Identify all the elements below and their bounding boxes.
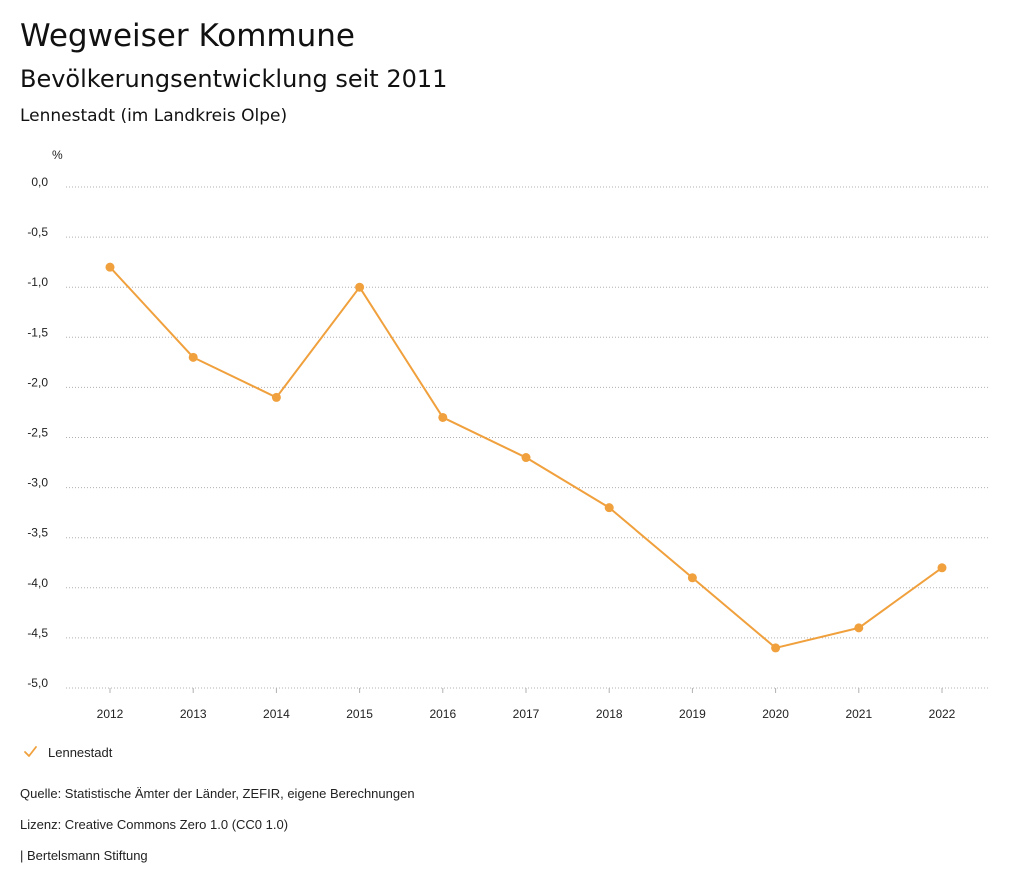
check-icon <box>24 746 37 757</box>
data-point[interactable] <box>854 623 864 633</box>
data-point[interactable] <box>771 643 781 653</box>
y-tick-label: -0,5 <box>27 225 48 239</box>
x-tick-label: 2016 <box>429 707 456 721</box>
y-tick-label: -4,0 <box>27 576 48 590</box>
series-line <box>109 266 943 649</box>
x-tick-label: 2012 <box>97 707 124 721</box>
data-point[interactable] <box>355 282 365 292</box>
data-point[interactable] <box>188 352 198 362</box>
y-tick-label: -5,0 <box>27 676 48 690</box>
x-tick-label: 2022 <box>929 707 956 721</box>
data-point[interactable] <box>271 392 281 402</box>
x-tick-label: 2021 <box>845 707 872 721</box>
x-tick-label: 2014 <box>263 707 290 721</box>
y-tick-label: -4,5 <box>27 626 48 640</box>
y-tick-label: -3,5 <box>27 526 48 540</box>
x-tick-label: 2018 <box>596 707 623 721</box>
legend-item-lennestadt[interactable]: Lennestadt <box>22 744 112 760</box>
legend-label: Lennestadt <box>48 744 113 760</box>
data-point[interactable] <box>687 573 697 583</box>
x-axis-ticks: 2012 2013 2014 2015 2016 2017 2018 2019 2020 2021… <box>97 688 956 721</box>
page-title: Wegweiser Kommune <box>20 18 355 54</box>
x-tick-label: 2015 <box>346 707 373 721</box>
grid-layer <box>66 186 990 689</box>
data-point[interactable] <box>604 503 614 513</box>
y-tick-label: 0,0 <box>31 175 48 189</box>
region-label: Lennestadt (im Landkreis Olpe) <box>20 106 288 126</box>
y-tick-label: -3,0 <box>27 476 48 490</box>
chart-subtitle: Bevölkerungsentwicklung seit 2011 <box>20 65 448 93</box>
y-axis-unit-label: % <box>52 148 63 162</box>
y-tick-label: -2,0 <box>27 375 48 389</box>
y-axis-ticks: 0,0 -0,5 -1,0 -1,5 -2,0 -2,5 -3,0 -3,5 -4,0 -4,5 -… <box>27 175 48 690</box>
data-point[interactable] <box>937 563 947 573</box>
y-tick-label: -2,5 <box>27 426 48 440</box>
x-tick-label: 2020 <box>762 707 789 721</box>
x-tick-label: 2013 <box>180 707 207 721</box>
publisher-note: | Bertelsmann Stiftung <box>20 848 148 863</box>
x-tick-label: 2019 <box>679 707 706 721</box>
source-note: Quelle: Statistische Ämter der Länder, Z… <box>20 786 415 801</box>
data-point[interactable] <box>438 412 448 422</box>
y-tick-label: -1,5 <box>27 325 48 339</box>
data-point[interactable] <box>521 453 531 463</box>
y-tick-label: -1,0 <box>27 275 48 289</box>
x-tick-label: 2017 <box>513 707 540 721</box>
series-layer <box>105 262 947 653</box>
data-point[interactable] <box>105 262 115 272</box>
license-note: Lizenz: Creative Commons Zero 1.0 (CC0 1… <box>20 817 289 832</box>
